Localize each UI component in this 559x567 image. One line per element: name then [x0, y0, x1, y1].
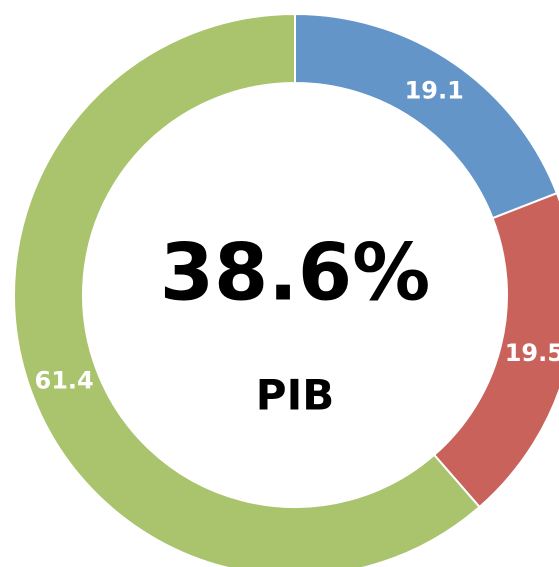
- center-sublabel: PIB: [256, 371, 334, 420]
- data-label: 19.5: [505, 339, 559, 367]
- donut-segment: [294, 12, 559, 220]
- data-label: 19.1: [405, 77, 464, 105]
- center-label: 38.6%: [160, 228, 431, 318]
- donut-segment: [13, 12, 481, 567]
- data-label: 61.4: [35, 366, 94, 394]
